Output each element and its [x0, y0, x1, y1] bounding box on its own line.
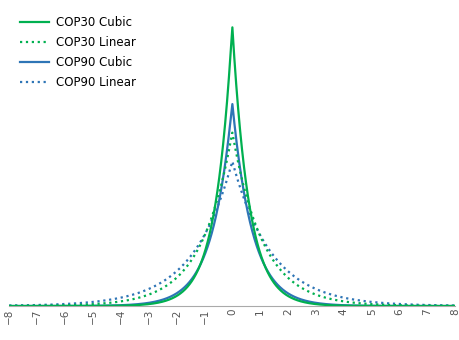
Legend: COP30 Cubic, COP30 Linear, COP90 Cubic, COP90 Linear: COP30 Cubic, COP30 Linear, COP90 Cubic, …	[20, 16, 136, 89]
COP30 Linear	[452, 304, 457, 308]
Line: COP30 Linear: COP30 Linear	[9, 133, 454, 306]
COP90 Cubic	[6, 304, 12, 308]
COP30 Cubic	[452, 304, 457, 308]
COP90 Linear	[196, 241, 202, 245]
Line: COP30 Cubic: COP30 Cubic	[9, 27, 454, 306]
COP90 Linear	[84, 301, 89, 305]
COP90 Linear	[229, 159, 235, 164]
COP30 Linear	[6, 304, 12, 308]
COP30 Cubic	[57, 304, 63, 308]
COP30 Linear	[395, 303, 401, 307]
COP90 Cubic	[84, 304, 89, 308]
COP30 Linear	[84, 303, 89, 307]
COP90 Cubic	[452, 304, 457, 308]
COP90 Linear	[177, 266, 183, 270]
COP30 Linear	[57, 303, 63, 307]
COP90 Cubic	[443, 304, 448, 308]
COP30 Linear	[177, 272, 183, 276]
COP90 Linear	[57, 302, 63, 306]
COP30 Cubic	[196, 264, 202, 268]
COP30 Linear	[443, 304, 448, 308]
COP90 Cubic	[395, 304, 401, 308]
COP90 Linear	[395, 302, 401, 306]
COP30 Cubic	[443, 304, 448, 308]
COP90 Cubic	[177, 289, 183, 293]
COP30 Linear	[229, 131, 235, 135]
COP90 Cubic	[57, 304, 63, 308]
Line: COP90 Cubic: COP90 Cubic	[9, 104, 454, 306]
COP90 Linear	[6, 304, 12, 308]
COP90 Linear	[452, 304, 457, 308]
COP30 Cubic	[84, 304, 89, 308]
Line: COP90 Linear: COP90 Linear	[9, 162, 454, 306]
COP30 Linear	[196, 244, 202, 248]
COP90 Linear	[443, 303, 448, 307]
COP30 Cubic	[229, 25, 235, 29]
COP90 Cubic	[196, 264, 202, 268]
COP30 Cubic	[395, 304, 401, 308]
COP30 Cubic	[177, 291, 183, 295]
COP90 Cubic	[229, 102, 235, 106]
COP30 Cubic	[6, 304, 12, 308]
